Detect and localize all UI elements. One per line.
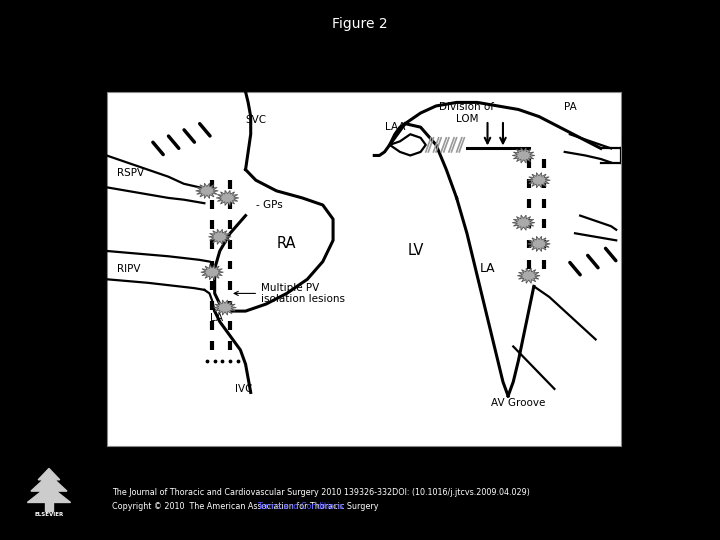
Text: IVC: IVC	[235, 384, 253, 394]
Polygon shape	[528, 173, 550, 188]
Text: LV: LV	[408, 244, 423, 259]
Text: RA: RA	[277, 237, 297, 252]
Text: LAA: LAA	[384, 122, 405, 132]
Text: RSPV: RSPV	[117, 168, 144, 178]
Text: Copyright © 2010  The American Association for Thoracic Surgery: Copyright © 2010 The American Associatio…	[112, 502, 381, 511]
Text: The Journal of Thoracic and Cardiovascular Surgery 2010 139326-332DOI: (10.1016/: The Journal of Thoracic and Cardiovascul…	[112, 488, 529, 497]
Text: Terms and Conditions: Terms and Conditions	[257, 502, 343, 511]
Polygon shape	[27, 468, 71, 502]
Text: LA: LA	[480, 262, 495, 275]
Text: RIPV: RIPV	[117, 264, 140, 274]
Polygon shape	[512, 215, 535, 230]
Text: LSPV: LSPV	[621, 136, 647, 146]
Text: PA: PA	[564, 103, 576, 112]
Polygon shape	[201, 265, 223, 280]
Text: SVC: SVC	[246, 115, 266, 125]
Polygon shape	[216, 190, 239, 206]
Polygon shape	[209, 230, 231, 245]
Text: Figure 2: Figure 2	[332, 17, 388, 31]
FancyBboxPatch shape	[107, 92, 621, 445]
Text: AV Groove: AV Groove	[491, 398, 546, 408]
Text: Division of
LOM: Division of LOM	[439, 103, 495, 124]
Polygon shape	[512, 148, 535, 163]
Polygon shape	[528, 237, 550, 252]
Polygon shape	[45, 502, 53, 511]
Text: Multiple PV
isolation lesions: Multiple PV isolation lesions	[234, 282, 345, 304]
Text: - GPs: - GPs	[256, 200, 283, 210]
Polygon shape	[518, 268, 540, 284]
Text: ELSEVIER: ELSEVIER	[35, 512, 63, 517]
Polygon shape	[196, 183, 218, 198]
Polygon shape	[214, 300, 236, 315]
Text: LIPV: LIPV	[621, 221, 644, 231]
Text: LA: LA	[210, 313, 222, 323]
